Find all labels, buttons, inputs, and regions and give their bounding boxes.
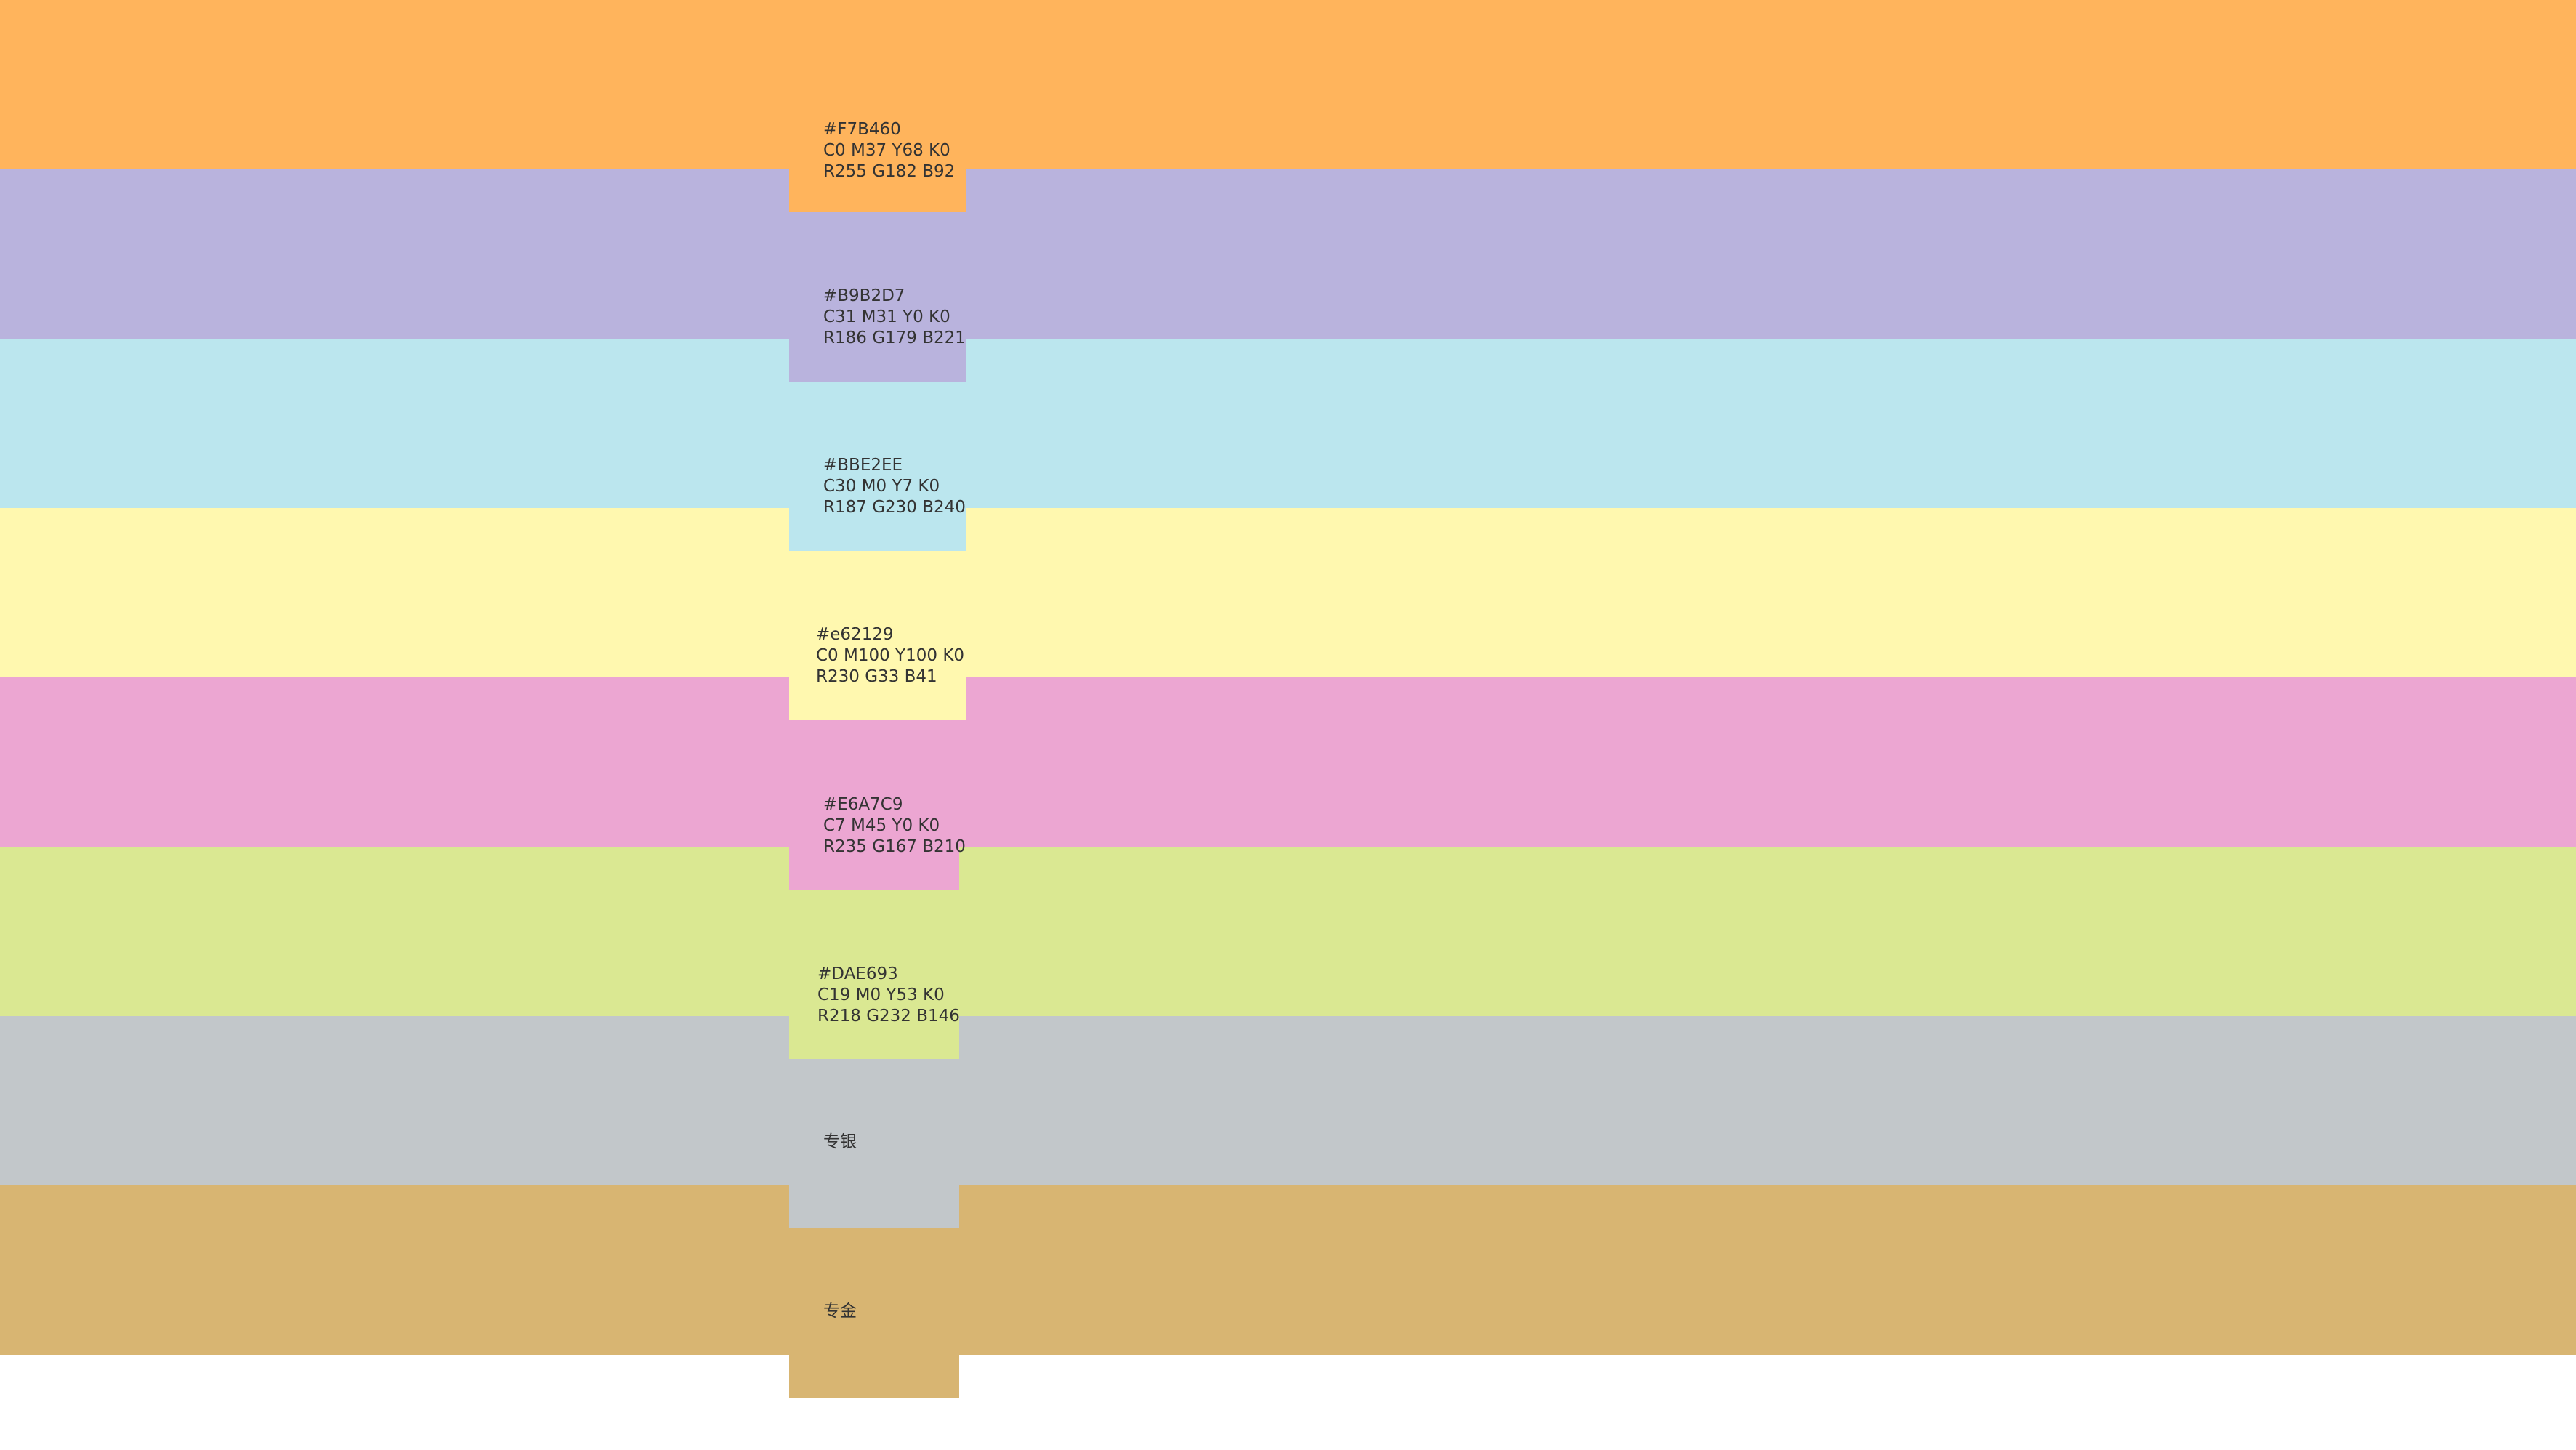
color-spec-line: #E6A7C9 bbox=[823, 795, 903, 814]
color-band bbox=[0, 169, 2576, 339]
color-spec-line: R218 G232 B146 bbox=[817, 1007, 960, 1026]
color-spec-label: #E6A7C9 C7 M45 Y0 K0 R235 G167 B210 bbox=[823, 794, 966, 858]
color-spec-label: #DAE693 C19 M0 Y53 K0 R218 G232 B146 bbox=[817, 964, 960, 1027]
color-tab bbox=[789, 847, 959, 890]
color-spec-line: R235 G167 B210 bbox=[823, 837, 966, 856]
color-spec-label: #BBE2EE C30 M0 Y7 K0 R187 G230 B240 bbox=[823, 455, 966, 518]
color-band bbox=[0, 1185, 2576, 1355]
color-spec-line: C7 M45 Y0 K0 bbox=[823, 816, 940, 835]
color-spec-line: #e62129 bbox=[816, 625, 894, 644]
color-spec-line: #B9B2D7 bbox=[823, 286, 905, 305]
color-spec-label: #e62129 C0 M100 Y100 K0 R230 G33 B41 bbox=[816, 624, 964, 688]
color-spec-label: 专银 bbox=[823, 1132, 857, 1153]
color-tab bbox=[789, 339, 966, 382]
color-spec-label: 专金 bbox=[823, 1301, 857, 1322]
color-tab bbox=[789, 169, 966, 212]
color-band bbox=[0, 847, 2576, 1016]
color-spec-label: #F7B460 C0 M37 Y68 K0 R255 G182 B92 bbox=[823, 119, 955, 182]
color-tab bbox=[789, 1185, 959, 1228]
color-spec-line: C30 M0 Y7 K0 bbox=[823, 477, 940, 496]
color-tab bbox=[789, 508, 966, 551]
color-tab bbox=[789, 1355, 959, 1398]
color-spec-line: R187 G230 B240 bbox=[823, 498, 966, 517]
color-spec-line: C19 M0 Y53 K0 bbox=[817, 986, 945, 1004]
color-spec-line: C31 M31 Y0 K0 bbox=[823, 307, 950, 326]
color-band bbox=[0, 1016, 2576, 1185]
color-spec-line: R255 G182 B92 bbox=[823, 162, 956, 181]
color-spec-line: C0 M37 Y68 K0 bbox=[823, 141, 950, 160]
color-spec-line: R186 G179 B221 bbox=[823, 329, 966, 347]
color-spec-label: #B9B2D7 C31 M31 Y0 K0 R186 G179 B221 bbox=[823, 286, 966, 349]
color-tab bbox=[789, 1016, 959, 1059]
color-tab bbox=[789, 677, 966, 720]
color-spec-line: #F7B460 bbox=[823, 120, 901, 139]
color-band bbox=[0, 508, 2576, 677]
color-band bbox=[0, 0, 2576, 169]
color-spec-line: #DAE693 bbox=[817, 964, 898, 983]
color-spec-line: C0 M100 Y100 K0 bbox=[816, 646, 965, 665]
color-band bbox=[0, 339, 2576, 508]
color-spec-line: R230 G33 B41 bbox=[816, 667, 937, 686]
color-band bbox=[0, 677, 2576, 847]
color-spec-line: 专金 bbox=[823, 1302, 857, 1321]
color-spec-line: #BBE2EE bbox=[823, 456, 903, 475]
color-spec-line: 专银 bbox=[823, 1132, 857, 1151]
